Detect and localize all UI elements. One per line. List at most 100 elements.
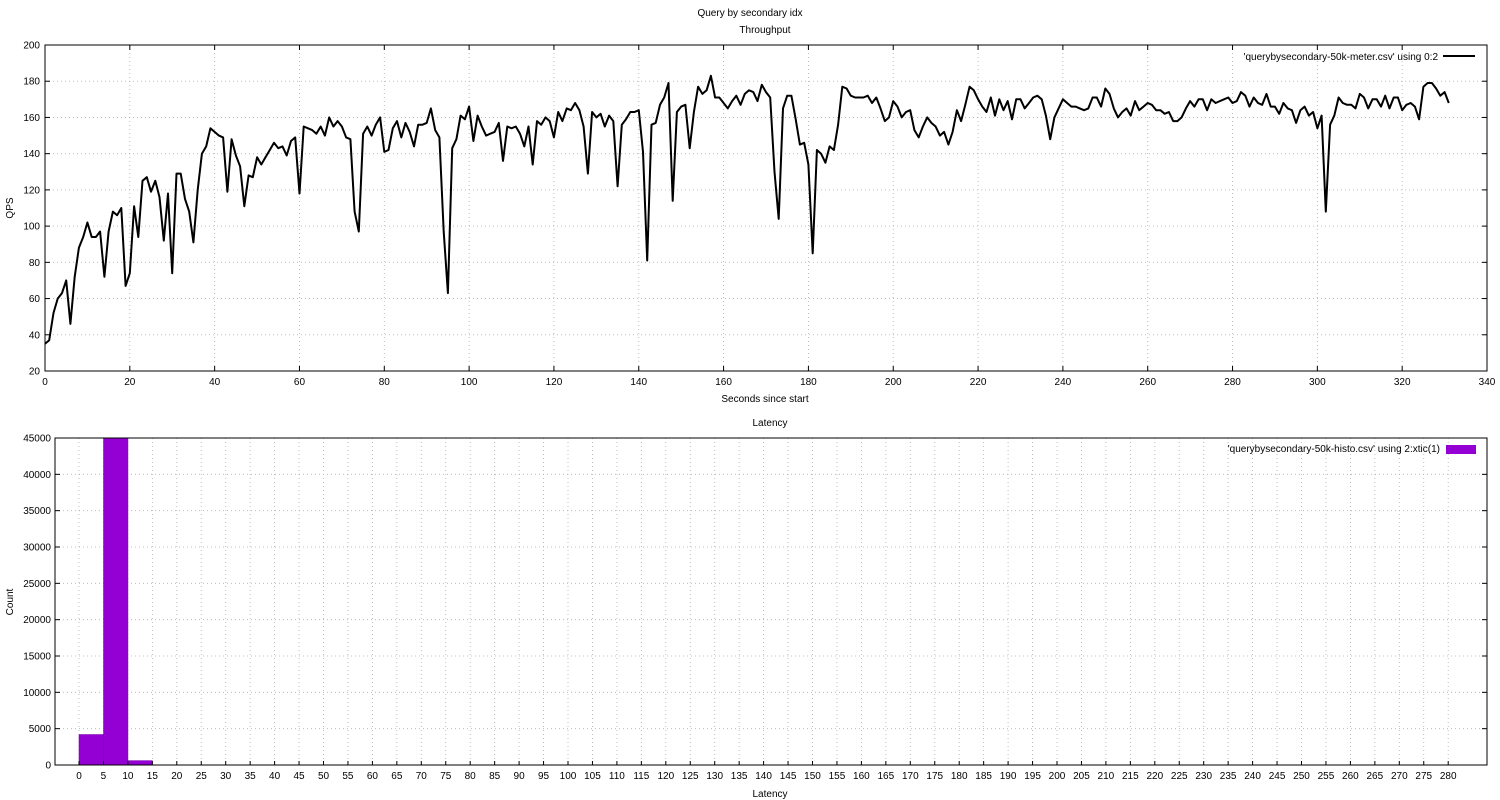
latency-x-tick-label: 230	[1195, 771, 1212, 782]
throughput-x-tick-label: 180	[800, 377, 817, 388]
latency-y-tick-label: 20000	[23, 615, 51, 626]
latency-x-tick-label: 60	[367, 771, 379, 782]
latency-x-axis-label: Latency	[752, 789, 787, 800]
latency-legend-label: 'querybysecondary-50k-histo.csv' using 2…	[1228, 444, 1440, 455]
latency-x-tick-label: 275	[1415, 771, 1432, 782]
latency-x-tick-label: 205	[1073, 771, 1090, 782]
latency-x-tick-label: 260	[1342, 771, 1359, 782]
latency-x-tick-label: 70	[416, 771, 428, 782]
throughput-y-tick-label: 120	[23, 185, 40, 196]
throughput-x-tick-label: 60	[294, 377, 306, 388]
latency-x-tick-label: 270	[1391, 771, 1408, 782]
latency-x-tick-label: 35	[245, 771, 257, 782]
throughput-y-axis-label: QPS	[5, 197, 16, 218]
throughput-x-tick-label: 80	[379, 377, 391, 388]
throughput-x-tick-label: 320	[1394, 377, 1411, 388]
latency-x-tick-label: 280	[1440, 771, 1457, 782]
throughput-y-tick-label: 200	[23, 41, 40, 52]
latency-bar	[103, 437, 129, 766]
latency-x-tick-label: 110	[609, 771, 625, 782]
throughput-x-tick-label: 140	[630, 377, 647, 388]
latency-x-tick-label: 245	[1269, 771, 1286, 782]
throughput-y-tick-label: 100	[23, 222, 40, 233]
latency-x-tick-label: 65	[391, 771, 403, 782]
throughput-x-tick-label: 0	[42, 377, 48, 388]
throughput-y-tick-label: 60	[29, 294, 41, 305]
latency-x-tick-label: 250	[1293, 771, 1310, 782]
latency-grid	[55, 438, 1487, 765]
throughput-x-tick-label: 300	[1309, 377, 1326, 388]
latency-y-tick-label: 0	[45, 761, 51, 772]
throughput-plot-frame	[44, 44, 1488, 372]
latency-x-tick-label: 145	[780, 771, 797, 782]
latency-x-tick-label: 100	[560, 771, 577, 782]
throughput-x-tick-label: 280	[1224, 377, 1241, 388]
throughput-y-tick-label: 80	[29, 258, 41, 269]
latency-x-tick-label: 215	[1122, 771, 1139, 782]
latency-x-tick-label: 155	[829, 771, 846, 782]
latency-y-axis-label: Count	[5, 588, 16, 615]
latency-axes: 0 5000 10000 15000 20000 25000 30000 35000 40000…	[23, 434, 1487, 782]
latency-x-tick-label: 165	[878, 771, 895, 782]
latency-plot-frame	[54, 437, 1488, 766]
latency-x-tick-label: 190	[1000, 771, 1017, 782]
latency-chart: Latency 0 5000 10000 15000 20000 25000 30000 35…	[5, 418, 1488, 800]
throughput-x-tick-label: 40	[209, 377, 221, 388]
latency-legend: 'querybysecondary-50k-histo.csv' using 2…	[1228, 444, 1476, 455]
latency-x-tick-label: 265	[1367, 771, 1384, 782]
throughput-x-tick-label: 20	[124, 377, 136, 388]
latency-x-tick-label: 0	[76, 771, 82, 782]
latency-x-tick-label: 85	[489, 771, 501, 782]
latency-x-tick-label: 200	[1049, 771, 1066, 782]
throughput-y-tick-label: 160	[23, 113, 40, 124]
latency-x-tick-label: 240	[1244, 771, 1261, 782]
latency-x-tick-label: 45	[293, 771, 305, 782]
latency-y-tick-label: 15000	[23, 652, 51, 663]
latency-y-tick-label: 40000	[23, 470, 51, 481]
throughput-x-axis-label: Seconds since start	[721, 394, 808, 405]
latency-bars	[78, 437, 520, 766]
throughput-y-tick-label: 140	[23, 149, 40, 160]
latency-x-tick-label: 150	[804, 771, 821, 782]
latency-x-tick-label: 255	[1318, 771, 1335, 782]
throughput-title: Throughput	[739, 25, 790, 36]
latency-x-tick-label: 25	[196, 771, 208, 782]
latency-x-tick-label: 30	[220, 771, 232, 782]
latency-x-tick-label: 180	[951, 771, 968, 782]
latency-x-tick-label: 95	[538, 771, 550, 782]
throughput-y-tick-label: 20	[29, 367, 41, 378]
latency-x-tick-label: 130	[706, 771, 723, 782]
throughput-x-tick-label: 120	[546, 377, 563, 388]
throughput-x-tick-label: 200	[885, 377, 902, 388]
latency-y-tick-label: 25000	[23, 579, 51, 590]
throughput-grid	[45, 45, 1487, 371]
latency-x-tick-label: 15	[147, 771, 159, 782]
figure-title: Query by secondary idx	[697, 8, 802, 19]
latency-x-tick-label: 175	[926, 771, 943, 782]
latency-bar	[127, 760, 153, 766]
latency-x-tick-label: 105	[584, 771, 601, 782]
latency-x-tick-label: 5	[101, 771, 107, 782]
latency-x-tick-label: 210	[1098, 771, 1115, 782]
latency-y-tick-label: 5000	[29, 724, 52, 735]
latency-x-tick-label: 120	[657, 771, 674, 782]
latency-x-tick-label: 55	[342, 771, 354, 782]
throughput-x-tick-label: 160	[715, 377, 732, 388]
latency-bar	[78, 734, 104, 766]
latency-x-tick-label: 185	[975, 771, 992, 782]
latency-x-tick-label: 195	[1024, 771, 1041, 782]
throughput-y-tick-label: 40	[29, 330, 41, 341]
latency-legend-swatch	[1446, 445, 1476, 454]
latency-x-tick-label: 135	[731, 771, 748, 782]
latency-x-tick-label: 235	[1220, 771, 1237, 782]
latency-x-tick-label: 10	[122, 771, 134, 782]
latency-title: Latency	[752, 418, 787, 429]
latency-x-tick-label: 170	[902, 771, 919, 782]
throughput-x-tick-label: 100	[461, 377, 478, 388]
latency-y-tick-label: 10000	[23, 688, 51, 699]
latency-x-tick-label: 115	[633, 771, 649, 782]
latency-y-tick-label: 45000	[23, 434, 51, 445]
